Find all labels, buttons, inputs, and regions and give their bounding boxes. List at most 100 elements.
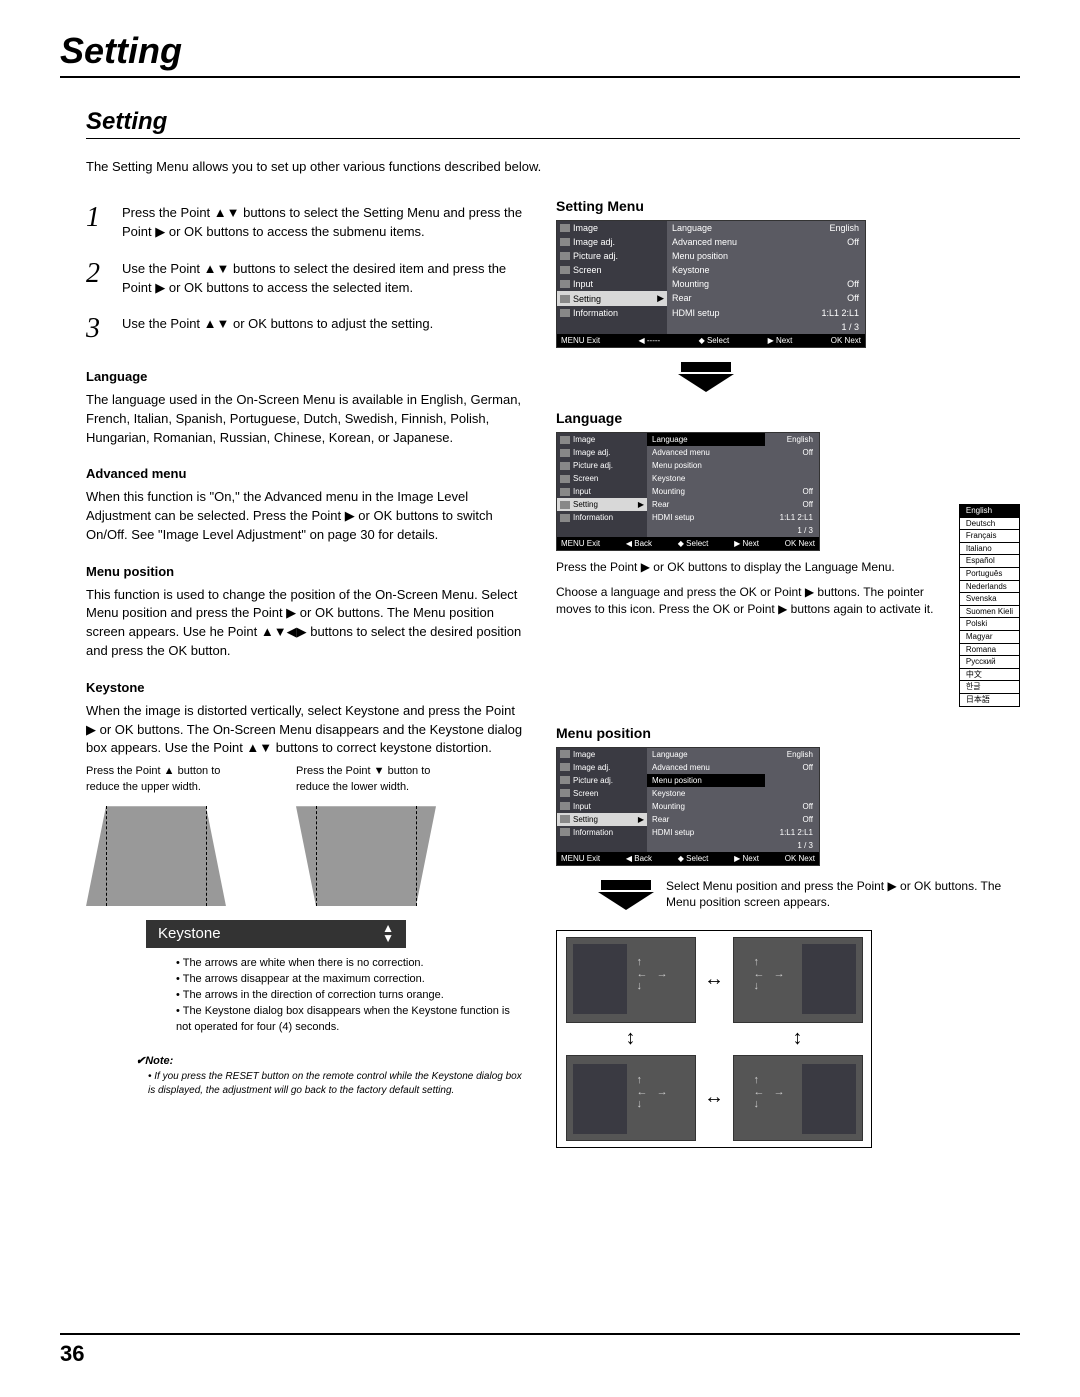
menu-item-value: 1:L1 2:L1: [765, 511, 819, 524]
language-body: The language used in the On-Screen Menu …: [86, 391, 526, 448]
intro-text: The Setting Menu allows you to set up ot…: [86, 159, 1020, 174]
menu-left-label: Image adj.: [573, 763, 610, 772]
language-option: Romana: [960, 644, 1019, 657]
pos-thumb-tr: ↑← →↓: [733, 937, 863, 1023]
menu-left-label: Image adj.: [573, 237, 615, 247]
menu-left-label: Input: [573, 279, 593, 289]
menu-left-label: Input: [573, 487, 591, 496]
menu-left-label: Picture adj.: [573, 251, 618, 261]
menu-left-label: Image adj.: [573, 448, 610, 457]
menu-item-label: Keystone: [667, 263, 805, 277]
menu-item-label: Menu position: [647, 459, 765, 472]
menu-left-label: Setting: [573, 815, 598, 824]
menu-item-label: Language: [647, 433, 765, 446]
menu-item-label: Mounting: [647, 800, 765, 813]
left-column: 1 Press the Point ▲▼ buttons to select t…: [86, 198, 526, 1148]
bullet-item: The Keystone dialog box disappears when …: [176, 1004, 526, 1036]
step-text: Use the Point ▲▼ or OK buttons to adjust…: [122, 309, 433, 350]
osd-menu: ImageLanguageEnglishImage adj.Advanced m…: [556, 220, 866, 348]
menu-item-value: [765, 472, 819, 485]
menu-icon: [560, 802, 570, 810]
menu-icon: [560, 514, 570, 522]
menu-item-label: Keystone: [647, 472, 765, 485]
language-option: Português: [960, 568, 1019, 581]
menu-item-value: 1:L1 2:L1: [765, 826, 819, 839]
down-arrow-icon: [676, 362, 736, 396]
menu-left-label: Screen: [573, 265, 602, 275]
page-number: 36: [60, 1333, 1020, 1367]
menu-icon: [560, 295, 570, 303]
menu-item-label: Advanced menu: [647, 761, 765, 774]
menu-item-value: [765, 774, 819, 787]
step-text: Press the Point ▲▼ buttons to select the…: [122, 198, 526, 242]
menu-icon: [560, 488, 570, 496]
advanced-body: When this function is "On," the Advanced…: [86, 488, 526, 545]
lang-caption-2: Choose a language and press the OK or Po…: [556, 584, 955, 618]
keystone-bullets: The arrows are white when there is no co…: [176, 956, 526, 1036]
pos-thumb-br: ↑← →↓: [733, 1055, 863, 1141]
menu-left-label: Setting: [573, 294, 601, 304]
menu-icon: [560, 776, 570, 784]
language-option: 日本語: [960, 694, 1019, 706]
menu-icon: [560, 475, 570, 483]
menu-left-label: Information: [573, 828, 613, 837]
menu-footer: MENU Exit◀ -----◆ Select▶ NextOK Next: [557, 334, 865, 347]
menu-icon: [560, 238, 570, 246]
trapezoid-narrow-bottom: [296, 806, 436, 906]
advanced-heading: Advanced menu: [86, 465, 526, 484]
language-option: Italiano: [960, 543, 1019, 556]
menu-icon: [560, 789, 570, 797]
menu-left-label: Information: [573, 308, 618, 318]
menu-icon: [560, 501, 570, 509]
double-arrow-h-icon: ↔: [704, 968, 724, 991]
language-option: Español: [960, 555, 1019, 568]
menu-item-value: [805, 249, 865, 263]
keystone-bar-label: Keystone: [158, 923, 221, 945]
menu-item-label: Menu position: [647, 774, 765, 787]
language-option: Français: [960, 530, 1019, 543]
menu-item-value: Off: [805, 277, 865, 291]
menu-item-value: Off: [765, 498, 819, 511]
main-title: Setting: [60, 30, 1020, 78]
menu-item-value: English: [805, 221, 865, 235]
menu-item-value: [765, 787, 819, 800]
down-arrow-icon-2: [596, 880, 656, 914]
menu-footer: MENU Exit◀ Back◆ Select▶ NextOK Next: [557, 537, 819, 550]
language-option: Nederlands: [960, 581, 1019, 594]
step-number: 2: [86, 254, 108, 298]
menu-item-label: Mounting: [647, 485, 765, 498]
menu-left-label: Image: [573, 435, 595, 444]
menu-icon: [560, 462, 570, 470]
menu-left-label: Input: [573, 802, 591, 811]
lang-caption-1: Press the Point ▶ or OK buttons to displ…: [556, 559, 955, 576]
menu-page-indicator: 1 / 3: [805, 320, 865, 334]
keystone-arrows-icon: ▲▼: [382, 924, 394, 943]
menu-item-label: HDMI setup: [667, 306, 805, 320]
trapezoid-narrow-top: [86, 806, 226, 906]
bullet-item: The arrows are white when there is no co…: [176, 956, 526, 972]
menu-icon: [560, 828, 570, 836]
menu-item-value: Off: [765, 813, 819, 826]
menu-item-label: HDMI setup: [647, 511, 765, 524]
pos-thumb-bl: ↑← →↓: [566, 1055, 696, 1141]
menu-item-value: Off: [765, 446, 819, 459]
menu-item-label: Mounting: [667, 277, 805, 291]
keystone-body: When the image is distorted vertically, …: [86, 702, 526, 759]
bullet-item: The arrows disappear at the maximum corr…: [176, 972, 526, 988]
sub-title: Setting: [86, 108, 1020, 139]
menu-left-label: Screen: [573, 789, 598, 798]
menu-icon: [560, 224, 570, 232]
menu-item-label: HDMI setup: [647, 826, 765, 839]
step-text: Use the Point ▲▼ buttons to select the d…: [122, 254, 526, 298]
menu-item-label: Rear: [667, 291, 805, 306]
menu-left-label: Image: [573, 223, 598, 233]
menu-icon: [560, 252, 570, 260]
language-heading: Language: [86, 368, 526, 387]
menu-item-value: Off: [765, 800, 819, 813]
menu-left-label: Screen: [573, 474, 598, 483]
menu-item-value: [765, 459, 819, 472]
menu-item-value: English: [765, 748, 819, 761]
menu-icon: [560, 266, 570, 274]
osd-menu: ImageLanguageEnglishImage adj.Advanced m…: [556, 747, 820, 866]
step-number: 3: [86, 309, 108, 350]
